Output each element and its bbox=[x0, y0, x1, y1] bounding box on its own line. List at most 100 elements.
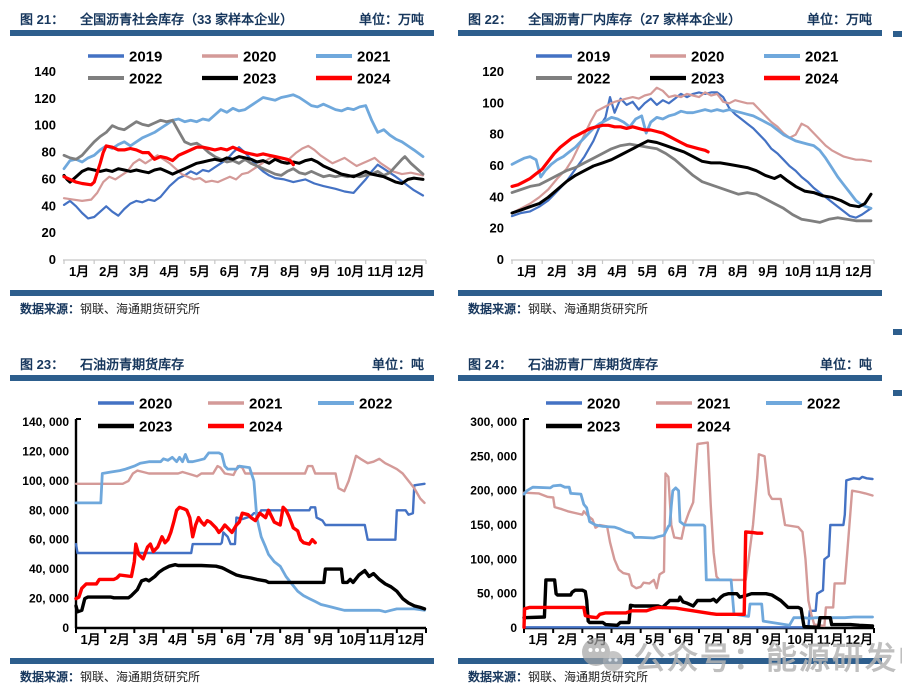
svg-text:11月: 11月 bbox=[815, 264, 842, 279]
svg-text:10月: 10月 bbox=[337, 264, 364, 279]
svg-text:9月: 9月 bbox=[310, 264, 330, 279]
svg-text:2024: 2024 bbox=[697, 419, 731, 436]
source-text: 钢联、海通期货研究所 bbox=[528, 302, 649, 316]
svg-text:60: 60 bbox=[490, 158, 504, 173]
svg-text:11月: 11月 bbox=[817, 632, 844, 647]
svg-text:200, 000: 200, 000 bbox=[470, 484, 517, 498]
source-text: 钢联、海通期货研究所 bbox=[80, 302, 201, 316]
svg-text:6月: 6月 bbox=[668, 264, 688, 279]
chart-title: 全国沥青厂内库存（27 家样本企业） bbox=[528, 12, 742, 27]
unit-label: 单位：吨 bbox=[819, 357, 872, 372]
svg-text:12月: 12月 bbox=[398, 632, 425, 647]
svg-text:150, 000: 150, 000 bbox=[470, 518, 517, 532]
unit-label: 单位：万吨 bbox=[806, 12, 872, 27]
svg-text:7月: 7月 bbox=[698, 264, 718, 279]
data-source: 数据来源：钢联、海通期货研究所 bbox=[10, 296, 434, 317]
svg-text:11月: 11月 bbox=[367, 264, 394, 279]
svg-text:0: 0 bbox=[49, 252, 56, 267]
svg-text:20: 20 bbox=[42, 225, 56, 240]
svg-text:12月: 12月 bbox=[846, 632, 873, 647]
source-label: 数据来源： bbox=[468, 670, 529, 684]
footer-divider-bar bbox=[458, 658, 882, 664]
svg-text:9月: 9月 bbox=[314, 632, 334, 647]
svg-text:9月: 9月 bbox=[758, 264, 778, 279]
svg-text:8月: 8月 bbox=[280, 264, 300, 279]
svg-text:50, 000: 50, 000 bbox=[477, 587, 517, 601]
svg-text:6月: 6月 bbox=[226, 632, 246, 647]
svg-text:2020: 2020 bbox=[139, 396, 172, 413]
svg-text:140, 000: 140, 000 bbox=[22, 415, 69, 429]
svg-text:2023: 2023 bbox=[243, 71, 276, 88]
svg-text:100: 100 bbox=[34, 118, 56, 133]
svg-text:0: 0 bbox=[497, 252, 504, 267]
svg-text:5月: 5月 bbox=[197, 632, 217, 647]
svg-text:2月: 2月 bbox=[547, 264, 567, 279]
svg-text:4月: 4月 bbox=[168, 632, 188, 647]
figure-label: 图 23： bbox=[20, 357, 65, 372]
page-edge-bar-fragment bbox=[893, 329, 902, 335]
svg-text:2024: 2024 bbox=[805, 71, 839, 88]
svg-text:3月: 3月 bbox=[139, 632, 159, 647]
svg-text:100, 000: 100, 000 bbox=[470, 552, 517, 566]
data-source: 数据来源：钢联、海通期货研究所 bbox=[458, 296, 882, 317]
svg-text:4月: 4月 bbox=[616, 632, 636, 647]
svg-text:40: 40 bbox=[490, 189, 504, 204]
chart-header: 图 23： 石油沥青期货库存 单位：吨 bbox=[10, 349, 434, 375]
chart-header: 图 21： 全国沥青社会库存（33 家样本企业） 单位：万吨 bbox=[10, 4, 434, 30]
svg-text:40: 40 bbox=[42, 198, 56, 213]
svg-text:2019: 2019 bbox=[577, 49, 610, 66]
svg-text:10月: 10月 bbox=[339, 632, 366, 647]
svg-text:12月: 12月 bbox=[397, 264, 424, 279]
svg-text:2月: 2月 bbox=[558, 632, 578, 647]
chart-panel-22: 图 22： 全国沥青厂内库存（27 家样本企业） 单位：万吨 0 20 40 60 80… bbox=[458, 4, 882, 317]
svg-text:6月: 6月 bbox=[674, 632, 694, 647]
chart-header: 图 22： 全国沥青厂内库存（27 家样本企业） 单位：万吨 bbox=[458, 4, 882, 30]
svg-text:5月: 5月 bbox=[190, 264, 210, 279]
svg-text:80, 000: 80, 000 bbox=[29, 503, 69, 517]
data-source: 数据来源：钢联、海通期货研究所 bbox=[10, 664, 434, 685]
svg-text:120: 120 bbox=[34, 91, 56, 106]
source-label: 数据来源： bbox=[20, 670, 81, 684]
svg-text:2021: 2021 bbox=[249, 396, 282, 413]
chart-title: 石油沥青期货库存 bbox=[80, 357, 185, 372]
svg-text:5月: 5月 bbox=[645, 632, 665, 647]
chart-panel-24: 图 24： 石油沥青厂库期货库存 单位：吨 0 50, 000 100, 000 15… bbox=[458, 349, 882, 685]
svg-text:140: 140 bbox=[34, 64, 56, 79]
footer-divider-bar bbox=[458, 290, 882, 296]
svg-text:2021: 2021 bbox=[805, 49, 838, 66]
header-divider-bar bbox=[458, 375, 882, 381]
svg-text:100: 100 bbox=[482, 95, 504, 110]
svg-text:6月: 6月 bbox=[220, 264, 240, 279]
source-text: 钢联、海通期货研究所 bbox=[80, 670, 201, 684]
svg-text:3月: 3月 bbox=[129, 264, 149, 279]
chart-panel-23: 图 23： 石油沥青期货库存 单位：吨 0 20, 000 40, 000 60, 0… bbox=[10, 349, 434, 685]
svg-text:4月: 4月 bbox=[159, 264, 179, 279]
svg-text:2022: 2022 bbox=[577, 71, 610, 88]
chart-title: 全国沥青社会库存（33 家样本企业） bbox=[80, 12, 294, 27]
svg-text:120: 120 bbox=[482, 64, 504, 79]
svg-text:60: 60 bbox=[42, 171, 56, 186]
svg-text:120, 000: 120, 000 bbox=[22, 444, 69, 458]
svg-text:1月: 1月 bbox=[517, 264, 537, 279]
svg-text:8月: 8月 bbox=[285, 632, 305, 647]
svg-text:2020: 2020 bbox=[691, 49, 724, 66]
source-text: 钢联、海通期货研究所 bbox=[528, 670, 649, 684]
svg-text:7月: 7月 bbox=[703, 632, 723, 647]
svg-text:2020: 2020 bbox=[243, 49, 276, 66]
figure-label: 图 22： bbox=[468, 12, 513, 27]
unit-label: 单位：万吨 bbox=[358, 12, 424, 27]
svg-text:3月: 3月 bbox=[577, 264, 597, 279]
svg-text:2023: 2023 bbox=[691, 71, 724, 88]
unit-label: 单位：吨 bbox=[371, 357, 424, 372]
svg-text:3月: 3月 bbox=[587, 632, 607, 647]
header-divider-bar bbox=[10, 30, 434, 36]
svg-text:2022: 2022 bbox=[807, 396, 840, 413]
chart-panel-21: 图 21： 全国沥青社会库存（33 家样本企业） 单位：万吨 0 20 40 60 80… bbox=[10, 4, 434, 317]
svg-text:40, 000: 40, 000 bbox=[29, 562, 69, 576]
header-divider-bar bbox=[458, 30, 882, 36]
line-chart-22: 0 20 40 60 80 100 120 1月 2月 3月 4月 5月 6月 7月 8月 9月 10月 11月 1… bbox=[482, 49, 875, 279]
svg-text:2月: 2月 bbox=[110, 632, 130, 647]
line-chart-23: 0 20, 000 40, 000 60, 000 80, 000 100, 000 120… bbox=[22, 396, 427, 647]
